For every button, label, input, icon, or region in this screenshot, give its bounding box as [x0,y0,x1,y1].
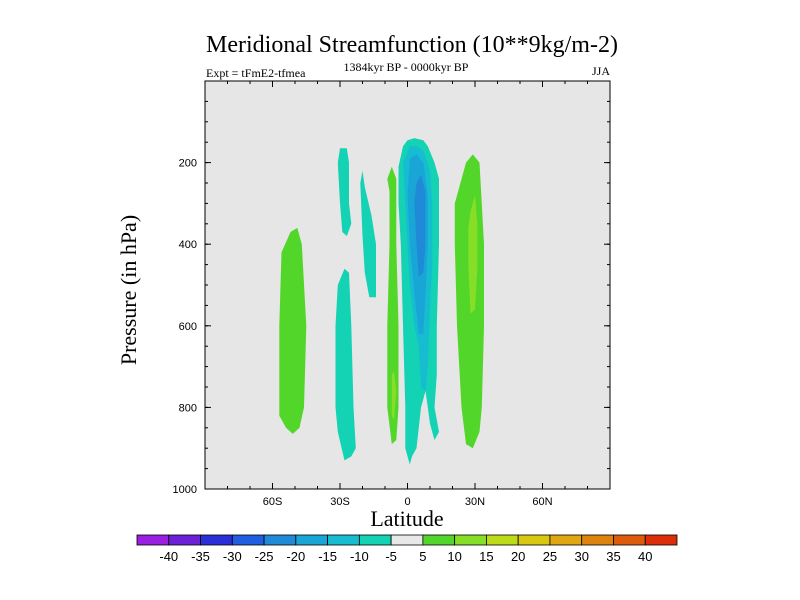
colorbar-label: -10 [350,549,369,564]
chart-title: Meridional Streamfunction (10**9kg/m-2) [206,32,618,58]
colorbar-swatch [454,534,487,546]
contour-sh-outer-positive [279,227,307,434]
colorbar-label: -25 [255,549,274,564]
axes: 60S 30S 0 30N 60N 200 400 600 800 1000 [173,80,611,508]
y-tick-label: 400 [179,239,197,251]
x-tick-label: 60S [263,496,283,508]
colorbar-label: 15 [479,549,493,564]
x-tick-label: 60N [532,496,552,508]
colorbar-swatch [517,534,551,546]
colorbar-swatch [136,534,170,546]
contour-eq-positive-strip [387,166,399,445]
colorbar-swatch [263,534,297,546]
x-tick-label: 0 [404,496,410,508]
colorbar-swatch [644,534,678,546]
colorbar-label: -15 [318,549,337,564]
colorbar-label: 5 [419,549,426,564]
y-tick-label: 200 [179,158,197,170]
y-axis-label: Pressure (in hPa) [116,215,141,365]
left-label: Expt = tFmE2-tfmea [206,66,306,80]
x-tick-label: 30S [330,496,350,508]
colorbar-swatch [295,534,328,546]
contour-sh-negative-upper [337,148,352,236]
colorbar-label: 20 [511,549,525,564]
y-tick-label: 1000 [173,484,197,496]
colorbar-label: -20 [286,549,305,564]
colorbar-swatch [422,534,456,546]
colorbar-label: -5 [385,549,397,564]
colorbar-swatch [200,534,233,546]
colorbar-swatch [486,534,519,546]
contour-sh-negative-mid [360,170,376,298]
colorbar-swatch [231,534,265,546]
contour-sh-negative-lower [335,268,356,461]
y-tick-label: 800 [179,402,197,414]
colorbar-swatch [581,534,614,546]
season-label: JJA [592,64,610,78]
colorbar-label: 25 [543,549,557,564]
colorbar-swatch [327,534,360,546]
colorbar-swatch [549,534,583,546]
colorbar-swatch [358,534,392,546]
colorbar: -40 -35 -30 -25 -20 -15 -10 -5 5 10 15 20 25 30 35 40 [136,534,678,564]
colorbar-swatch [613,534,646,546]
contour-nh-positive-core [468,195,478,314]
contour-main-negative-25 [414,174,426,277]
colorbar-label: -40 [159,549,178,564]
colorbar-label: 30 [574,549,588,564]
colorbar-label: -30 [223,549,242,564]
colorbar-label: 35 [606,549,620,564]
x-axis-label: Latitude [370,506,443,531]
contour-eq-positive-core [391,370,397,420]
center-label: 1384kyr BP - 0000kyr BP [344,60,469,74]
y-tick-label: 600 [179,321,197,333]
plot-area [205,81,610,489]
colorbar-swatch [390,534,424,546]
colorbar-label: 10 [447,549,461,564]
colorbar-label: 40 [638,549,652,564]
colorbar-label: -35 [191,549,210,564]
x-tick-label: 30N [465,496,485,508]
colorbar-swatch [168,534,201,546]
